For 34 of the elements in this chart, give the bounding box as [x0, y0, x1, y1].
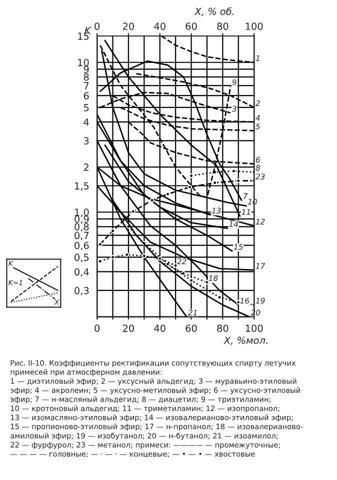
x2-axis-title: X, % об.	[194, 7, 234, 16]
x2-tick-label: 0	[94, 324, 100, 332]
y-tick-label: 0,3	[74, 286, 89, 296]
y-tick-label: 0,5	[74, 254, 89, 262]
y-tick-label: 7	[84, 82, 89, 90]
y-tick-label: 5	[84, 104, 89, 112]
x-axis-title: X, %мол.	[223, 336, 268, 345]
y-tick-label: 1,0	[75, 208, 89, 217]
y-tick-label: 3	[84, 137, 89, 145]
y-axis-title: K	[84, 26, 92, 34]
x2-tick-label: 60	[186, 324, 197, 332]
x-tick-label: 60	[186, 22, 197, 30]
x2-tick-label: 100	[246, 324, 263, 332]
x2-tick-label: 40	[154, 324, 166, 332]
x-tick-label: 20	[122, 22, 134, 30]
x-tick-label: 100	[246, 22, 263, 30]
x2-tick-label: 20	[122, 324, 134, 332]
y-tick-label: 0,9	[74, 215, 89, 224]
y-tick-label: 15	[78, 32, 89, 40]
x-tick-label: 80	[217, 22, 228, 30]
y-tick-label: 0,4	[74, 268, 89, 277]
x-tick-label: 0	[94, 22, 100, 30]
y-tick-label: 10	[78, 58, 89, 66]
x-tick-label: 40	[154, 22, 166, 30]
y-tick-label: 2	[84, 164, 88, 171]
y-tick-label: 0,7	[74, 232, 89, 240]
y-tick-label: 4	[84, 118, 89, 126]
y-tick-label: 9	[84, 66, 89, 74]
y-tick-label: 1,5	[75, 182, 89, 191]
x2-tick-label: 80	[217, 324, 228, 332]
y-tick-label: 0,6	[74, 242, 89, 250]
y-tick-label: 6	[84, 92, 89, 100]
y-tick-label: 8	[84, 73, 89, 81]
y-tick-label: 0,8	[74, 223, 89, 232]
